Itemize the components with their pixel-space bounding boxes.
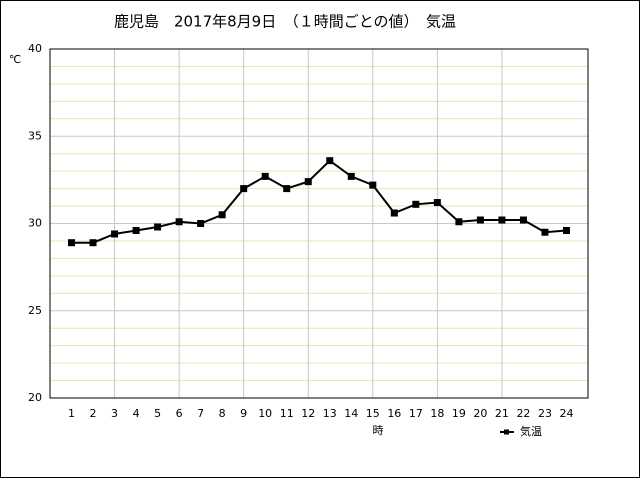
y-tick-label: 35	[28, 129, 42, 142]
y-tick-label: 40	[28, 42, 42, 55]
data-point	[240, 185, 248, 193]
data-point	[519, 216, 527, 224]
data-point	[283, 185, 291, 193]
data-point	[369, 181, 377, 189]
data-point	[154, 223, 162, 231]
plot-border	[49, 48, 589, 399]
chart-title: 鹿児島 2017年8月9日 （１時間ごとの値） 気温	[114, 13, 456, 31]
x-tick-label: 22	[516, 407, 530, 420]
x-tick-label: 8	[219, 407, 226, 420]
y-axis-label: ℃	[9, 53, 21, 66]
x-tick-label: 10	[258, 407, 272, 420]
x-tick-label: 7	[197, 407, 204, 420]
x-tick-label: 14	[344, 407, 358, 420]
x-tick-label: 9	[240, 407, 247, 420]
data-point	[132, 226, 140, 234]
data-point	[347, 172, 355, 180]
data-line	[71, 159, 567, 244]
x-tick-label: 1	[68, 407, 75, 420]
x-tick-label: 20	[473, 407, 487, 420]
x-tick-label: 12	[301, 407, 315, 420]
data-point	[89, 239, 97, 247]
x-tick-label: 24	[559, 407, 573, 420]
data-point	[326, 157, 334, 165]
x-axis-label: 時	[373, 424, 384, 437]
data-point	[111, 230, 119, 238]
data-point	[261, 172, 269, 180]
data-point	[476, 216, 484, 224]
data-point	[68, 239, 76, 247]
data-point	[562, 226, 570, 234]
data-point	[498, 216, 506, 224]
data-point	[433, 199, 441, 207]
legend-label: 気温	[520, 424, 542, 438]
x-tick-label: 16	[387, 407, 401, 420]
x-tick-label: 13	[323, 407, 337, 420]
data-point	[412, 200, 420, 208]
data-point	[197, 220, 205, 227]
x-tick-label: 3	[111, 407, 118, 420]
x-tick-label: 18	[430, 407, 444, 420]
y-tick-label: 20	[28, 391, 42, 404]
data-point	[541, 228, 549, 236]
x-tick-label: 21	[495, 407, 509, 420]
y-tick-label: 25	[28, 304, 42, 317]
data-point	[175, 218, 183, 226]
data-point	[390, 209, 398, 217]
x-tick-label: 11	[280, 407, 294, 420]
data-point	[218, 211, 226, 219]
x-tick-label: 19	[452, 407, 466, 420]
x-tick-label: 23	[538, 407, 552, 420]
x-tick-label: 6	[176, 407, 183, 420]
x-tick-label: 17	[409, 407, 423, 420]
x-tick-label: 15	[366, 407, 380, 420]
data-point	[304, 178, 312, 186]
x-tick-label: 4	[133, 407, 140, 420]
x-tick-label: 5	[154, 407, 161, 420]
data-point	[455, 218, 463, 226]
x-tick-label: 2	[90, 407, 97, 420]
y-tick-label: 30	[28, 217, 42, 230]
legend-marker	[504, 429, 509, 435]
